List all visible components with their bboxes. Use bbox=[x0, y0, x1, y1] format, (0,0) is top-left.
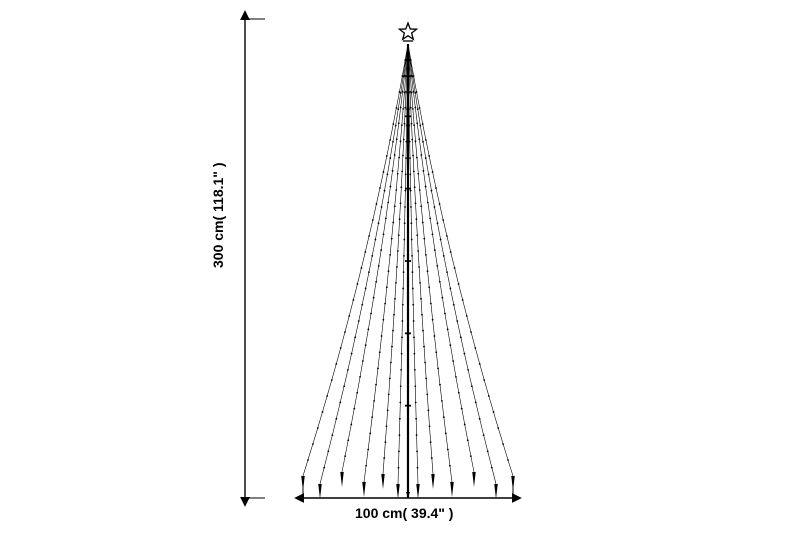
diagram-container: 300 cm( 118.1" ) 100 cm( 39.4" ) bbox=[0, 0, 800, 533]
height-dimension-label: 300 cm( 118.1" ) bbox=[210, 163, 226, 269]
width-dimension-label: 100 cm( 39.4" ) bbox=[355, 505, 453, 521]
dimension-diagram-svg bbox=[0, 0, 800, 533]
